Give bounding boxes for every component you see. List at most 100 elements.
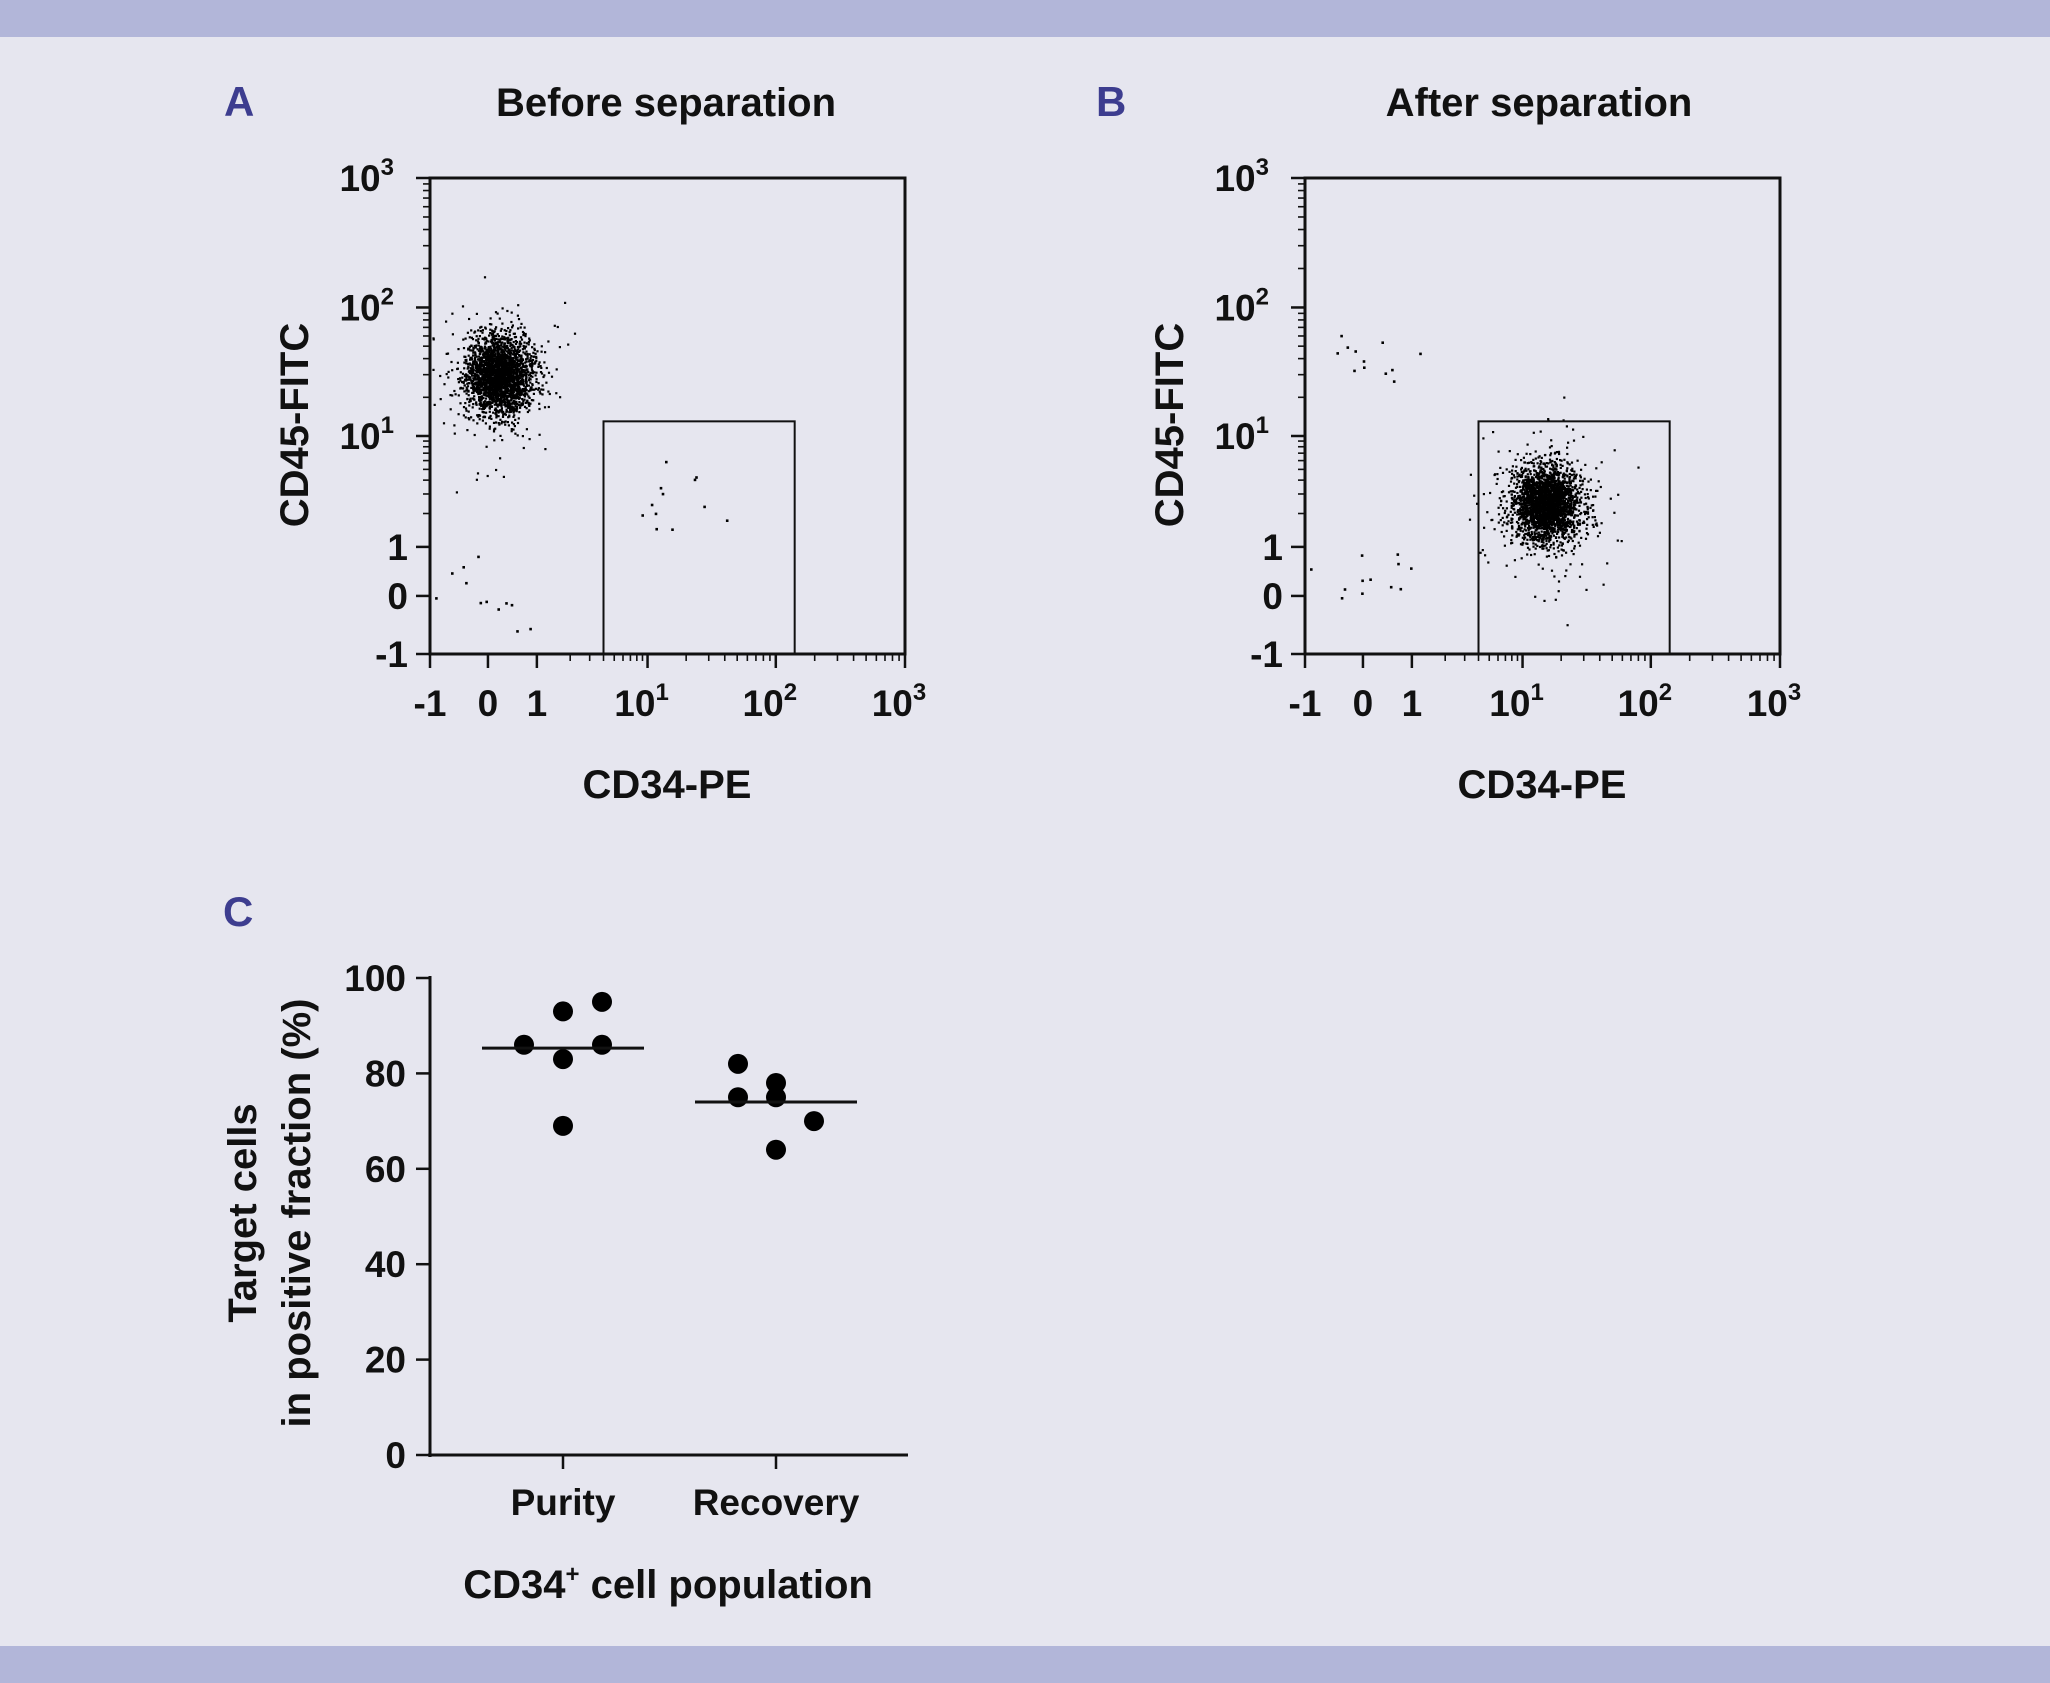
panel-a-event-point (509, 369, 513, 372)
panel-b-event-point (1564, 515, 1567, 518)
panel-a-event-point (521, 383, 524, 386)
panel-a-event-point (512, 341, 515, 344)
panel-b-event-point (1533, 487, 1536, 490)
panel-a-event-point (525, 365, 528, 368)
panel-b-event-point (1537, 511, 1540, 515)
panel-a-event-point (659, 486, 663, 490)
panel-b-event-point (1554, 489, 1557, 492)
panel-a-event-point (480, 377, 484, 380)
panel-b-event-point (1552, 500, 1555, 503)
panel-a-event-point (465, 376, 468, 379)
panel-a-event-point (468, 345, 471, 348)
panel-b-event-point (1575, 498, 1578, 501)
panel-b-event-point (1575, 492, 1578, 495)
panel-a-event-point (527, 390, 530, 393)
panel-b-event-point (1578, 492, 1581, 495)
panel-a-event-point (496, 383, 500, 386)
panel-b-event-point (1510, 502, 1513, 505)
panel-b-event-point (1529, 508, 1532, 511)
panel-b-event-point (1522, 471, 1525, 474)
panel-b-event-point (1542, 482, 1545, 485)
panel-b-event-point (1548, 520, 1551, 523)
panel-a-event-point (477, 355, 481, 358)
panel-a-event-point (506, 421, 509, 424)
panel-b-event-point (1537, 497, 1540, 500)
panel-a-event-point (523, 365, 526, 368)
panel-a-event-point (475, 386, 478, 389)
panel-a-event-point (467, 370, 470, 373)
panel-a-event-point (523, 326, 526, 329)
panel-a-event-point (534, 360, 537, 363)
panel-b-event-point (1584, 463, 1587, 466)
panel-a-event-point (487, 347, 490, 350)
panel-a-event-point (476, 365, 479, 369)
panel-a-event-point (488, 381, 491, 384)
panel-a-event-point (494, 364, 497, 367)
panel-a-event-point (507, 363, 511, 366)
panel-b-event-point (1516, 491, 1519, 495)
panel-a-event-point (506, 371, 509, 375)
panel-a-event-point (478, 378, 481, 381)
panel-b-event-point (1563, 512, 1566, 515)
panel-a-event-point (524, 386, 527, 389)
panel-a-event-point (490, 372, 493, 376)
panel-a-event-point (519, 377, 522, 380)
panel-a-event-point (510, 320, 513, 324)
panel-a-event-point (500, 365, 503, 368)
panel-b-event-point (1569, 536, 1572, 539)
panel-b-event-point (1530, 501, 1533, 504)
panel-b-event-point (1516, 472, 1519, 475)
panel-a-event-point (519, 354, 522, 357)
panel-a-event-point (496, 371, 499, 374)
panel-b-event-point (1516, 475, 1519, 478)
panel-b-event-point (1573, 534, 1576, 537)
panel-b-event-point (1540, 481, 1543, 484)
panel-b-event-point (1525, 504, 1529, 507)
panel-a-event-point (484, 394, 488, 397)
panel-b-event-point (1573, 547, 1576, 550)
panel-a-event-point (499, 329, 502, 332)
panel-b-event-point (1535, 516, 1538, 519)
panel-b-event-point (1514, 575, 1517, 578)
panel-a-event-point (661, 492, 665, 496)
panel-a-event-point (529, 374, 532, 377)
panel-a-event-point (500, 410, 504, 413)
panel-a-event-point (512, 423, 515, 426)
panel-a-event-point (500, 367, 503, 371)
panel-a-event-point (492, 348, 496, 352)
panel-a-event-point (472, 419, 475, 422)
panel-a-event-point (494, 378, 498, 381)
panel-b-event-point (1524, 508, 1527, 512)
panel-b-event-point (1511, 498, 1514, 501)
panel-b-event-point (1578, 504, 1581, 507)
panel-b-event-point (1574, 493, 1577, 496)
panel-b-event-point (1519, 515, 1522, 519)
panel-a-event-point (511, 353, 514, 356)
panel-a-event-point (446, 352, 450, 355)
panel-a-event-point (470, 386, 473, 389)
panel-a-x-tick-label: 101 (614, 679, 669, 724)
panel-a-event-point (505, 350, 508, 353)
panel-b-event-point (1558, 489, 1562, 493)
panel-a-event-point (496, 344, 500, 347)
panel-b-event-point (1550, 527, 1553, 530)
panel-b-event-point (1537, 466, 1540, 469)
panel-b-event-point (1538, 472, 1541, 475)
panel-a-event-point (481, 329, 484, 332)
panel-b-event-point (1565, 481, 1568, 484)
panel-a-event-point (491, 338, 494, 341)
panel-b-event-point (1527, 485, 1530, 488)
panel-a-event-point (462, 347, 466, 350)
panel-a-event-point (474, 354, 477, 357)
panel-a-event-point (509, 358, 513, 361)
panel-a-event-point (526, 393, 529, 396)
panel-a-event-point (525, 389, 528, 392)
panel-b-event-point (1497, 506, 1500, 509)
panel-b-event-point (1517, 495, 1520, 498)
panel-b-event-point (1479, 551, 1482, 554)
panel-b-event-point (1524, 475, 1527, 478)
panel-b-event-point (1511, 469, 1514, 472)
panel-a-event-point (477, 393, 480, 396)
panel-a-event-point (518, 342, 521, 345)
panel-a-event-point (545, 381, 548, 384)
